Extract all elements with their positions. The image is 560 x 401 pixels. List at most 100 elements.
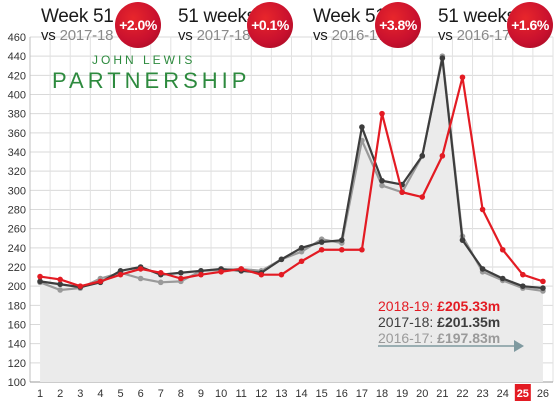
data-point-2017-18 bbox=[379, 177, 385, 184]
data-point-2016-17 bbox=[137, 275, 144, 282]
data-point-2018-19 bbox=[459, 74, 466, 81]
data-point-2018-19 bbox=[318, 246, 325, 253]
data-point-2017-18 bbox=[198, 268, 204, 274]
area-fill bbox=[40, 58, 543, 382]
data-point-2018-19 bbox=[137, 266, 144, 272]
data-point-2016-17 bbox=[157, 279, 164, 286]
data-point-2017-18 bbox=[117, 268, 124, 274]
vs-label: vs bbox=[178, 27, 193, 44]
comparison-year: 2016-17 bbox=[456, 27, 511, 44]
data-point-2017-18 bbox=[37, 278, 43, 285]
series-lines bbox=[37, 53, 546, 294]
x-tick-label: 17 bbox=[356, 388, 368, 400]
data-point-2018-19 bbox=[218, 268, 224, 275]
data-point-2018-19 bbox=[540, 278, 546, 285]
data-point-2017-18 bbox=[419, 153, 426, 159]
header-subtitle: vs 2017-18 bbox=[41, 27, 113, 44]
y-tick-label: 380 bbox=[8, 109, 26, 121]
x-tick-label: 1 bbox=[37, 388, 43, 400]
data-point-2018-19 bbox=[57, 276, 63, 283]
header-subtitle: vs 2016-17 bbox=[313, 27, 385, 44]
x-axis: 1 2 3 4 5 6 7 8 9 10 11 12 13 14 15 16 17 18 19 20 21 22 23 24 2… bbox=[37, 384, 549, 401]
y-tick-label: 100 bbox=[8, 377, 26, 389]
x-tick-label: 23 bbox=[476, 388, 488, 400]
data-point-2018-19 bbox=[338, 246, 345, 253]
data-point-2017-18 bbox=[298, 245, 305, 251]
y-tick-label: 260 bbox=[8, 224, 26, 236]
total-label: 2016-17: bbox=[378, 330, 434, 346]
x-tick-label: 6 bbox=[138, 388, 144, 400]
data-point-2018-19 bbox=[178, 275, 184, 282]
data-point-2018-19 bbox=[238, 266, 245, 272]
y-tick-label: 180 bbox=[8, 300, 26, 312]
data-point-2017-18 bbox=[359, 124, 365, 130]
data-point-2017-18 bbox=[459, 237, 466, 243]
growth-badge: +1.6% bbox=[507, 2, 553, 48]
y-tick-label: 420 bbox=[8, 70, 26, 82]
x-tick-label: 21 bbox=[436, 388, 448, 400]
data-point-2016-17 bbox=[298, 248, 305, 255]
y-tick-label: 320 bbox=[8, 166, 26, 178]
logo-john-lewis: JOHN LEWIS bbox=[92, 53, 196, 67]
x-tick-label: 10 bbox=[215, 388, 227, 400]
data-point-2018-19 bbox=[258, 271, 265, 278]
y-tick-label: 200 bbox=[8, 281, 26, 293]
comparison-year: 2016-17 bbox=[331, 27, 386, 44]
data-point-2017-18 bbox=[499, 275, 506, 282]
data-point-2018-19 bbox=[198, 271, 204, 278]
series-line-2017-18 bbox=[39, 56, 544, 290]
data-point-2016-17 bbox=[379, 182, 385, 189]
data-point-2018-19 bbox=[399, 189, 405, 196]
y-tick-label: 440 bbox=[8, 51, 26, 63]
x-tick-label: 24 bbox=[497, 388, 509, 400]
y-tick-label: 360 bbox=[8, 128, 26, 140]
data-point-2017-18 bbox=[439, 55, 446, 61]
x-tick-label: 14 bbox=[295, 388, 307, 400]
total-value: £201.35m bbox=[437, 314, 501, 330]
total-2018-19: 2018-19: £205.33m bbox=[378, 298, 500, 314]
y-tick-label: 140 bbox=[8, 339, 26, 351]
data-point-2018-19 bbox=[419, 194, 426, 200]
data-point-2018-19 bbox=[157, 269, 164, 276]
y-tick-label: 240 bbox=[8, 243, 26, 255]
data-point-2018-19 bbox=[278, 271, 285, 278]
data-point-2018-19 bbox=[379, 110, 385, 117]
data-point-2018-19 bbox=[359, 246, 365, 253]
vs-label: vs bbox=[313, 27, 328, 44]
y-axis: 100 120 140 160 180 200 220 240 260 280 300 320 340 3… bbox=[8, 32, 26, 389]
data-point-2018-19 bbox=[37, 273, 43, 280]
data-point-2017-18 bbox=[338, 237, 345, 243]
y-tick-label: 280 bbox=[8, 205, 26, 217]
data-point-2018-19 bbox=[117, 271, 124, 278]
y-tick-label: 220 bbox=[8, 262, 26, 274]
header-title: 51 weeks bbox=[438, 6, 516, 27]
total-label: 2018-19: bbox=[378, 298, 434, 314]
data-point-2018-19 bbox=[439, 153, 446, 159]
header-title: 51 weeks bbox=[178, 6, 256, 27]
data-point-2017-18 bbox=[540, 285, 546, 291]
arrow-icon bbox=[378, 340, 524, 352]
data-point-2017-18 bbox=[479, 266, 486, 272]
data-point-2017-18 bbox=[520, 283, 526, 289]
header-title: Week 51 bbox=[313, 6, 386, 27]
series-line-2018-19 bbox=[39, 76, 544, 288]
total-label: 2017-18: bbox=[378, 314, 434, 330]
data-point-2017-18 bbox=[178, 269, 184, 276]
data-point-2017-18 bbox=[278, 256, 285, 263]
y-tick-label: 300 bbox=[8, 185, 26, 197]
header-title: Week 51 bbox=[41, 6, 114, 27]
logo-partnership: PARTNERSHIP bbox=[52, 68, 251, 93]
data-point-2018-19 bbox=[499, 246, 506, 253]
x-tick-label: 8 bbox=[178, 388, 184, 400]
data-point-2018-19 bbox=[298, 258, 305, 265]
highlight-week-box bbox=[514, 384, 531, 401]
y-tick-label: 460 bbox=[8, 32, 26, 44]
x-tick-label: 13 bbox=[275, 388, 287, 400]
x-tick-label: 7 bbox=[158, 388, 164, 400]
x-tick-label: 9 bbox=[198, 388, 204, 400]
vs-label: vs bbox=[41, 27, 56, 44]
y-tick-label: 400 bbox=[8, 90, 26, 102]
x-tick-label: 15 bbox=[316, 388, 328, 400]
growth-badge: +2.0% bbox=[115, 2, 161, 48]
